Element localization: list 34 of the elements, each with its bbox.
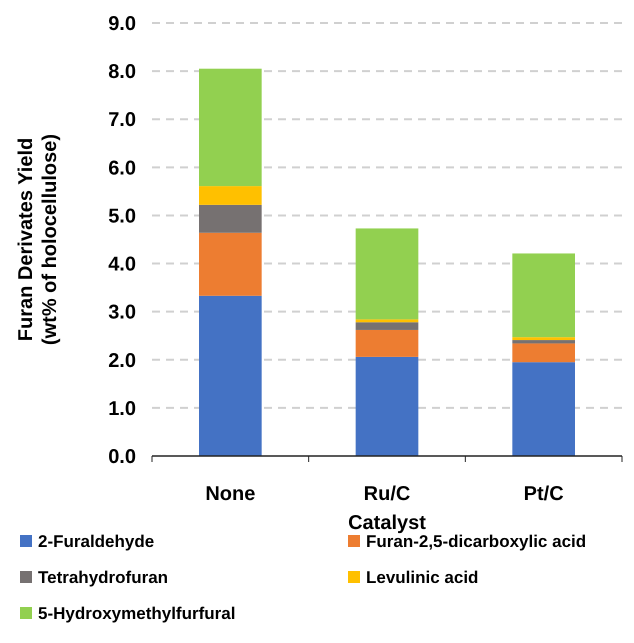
y-tick-label: 6.0 [108, 157, 136, 180]
y-tick-label: 1.0 [108, 398, 136, 420]
bar [512, 337, 575, 340]
x-tick-label: None [205, 483, 256, 505]
bar [356, 356, 418, 456]
y-tick-label: 9.0 [108, 13, 136, 35]
x-tick-label: Ru/C [364, 483, 410, 505]
bar [512, 340, 575, 344]
legend-label: 5-Hydroxymethylfurfural [38, 604, 236, 623]
y-tick-label: 0.0 [108, 446, 136, 468]
bar [356, 322, 418, 330]
bar [512, 362, 575, 456]
legend-label: Tetrahydrofuran [38, 568, 168, 587]
bar [199, 68, 262, 186]
bar [199, 296, 262, 456]
y-tick-label: 3.0 [108, 302, 136, 324]
bar [199, 204, 262, 233]
bar [199, 232, 262, 296]
bar [512, 343, 575, 362]
bar [356, 228, 418, 320]
legend-label: 2-Furaldehyde [38, 532, 154, 551]
y-tick-label: 7.0 [108, 109, 136, 132]
y-axis-title: Furan Derivates Yield (wt% of holocellulose) [15, 134, 61, 346]
y-tick-label: 5.0 [108, 205, 136, 228]
bar [356, 330, 418, 357]
bar [356, 319, 418, 322]
y-tick-label: 4.0 [108, 254, 136, 276]
x-tick-label: Pt/C [524, 483, 564, 505]
y-tick-label: 8.0 [108, 61, 136, 84]
bar [512, 253, 575, 338]
bar [199, 186, 262, 205]
y-tick-label: 2.0 [108, 350, 136, 372]
x-axis-title: Catalyst [348, 512, 426, 534]
legend-label: Levulinic acid [366, 568, 478, 587]
